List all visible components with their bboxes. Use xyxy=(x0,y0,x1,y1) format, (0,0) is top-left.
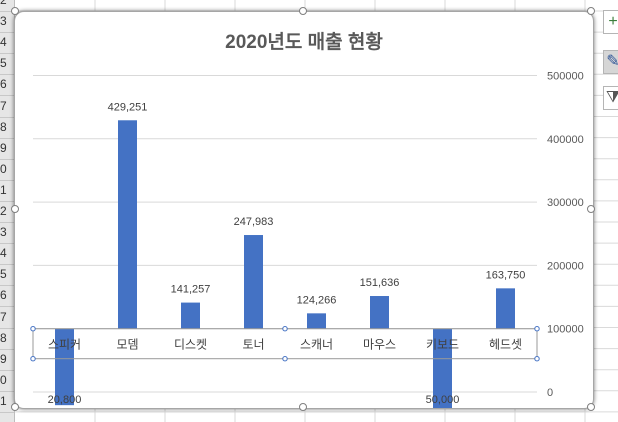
data-label: 151,636 xyxy=(360,277,400,289)
chart-styles-button[interactable]: ✎ xyxy=(603,50,618,74)
data-label: 429,251 xyxy=(108,101,148,113)
row-header[interactable]: 0 xyxy=(0,370,14,392)
chart-resize-handle-bottom[interactable] xyxy=(299,403,307,411)
bar[interactable] xyxy=(496,288,515,329)
bar[interactable] xyxy=(370,296,389,329)
bar[interactable] xyxy=(244,235,263,329)
x-tick-label: 헤드셋 xyxy=(489,338,522,352)
data-label: 141,257 xyxy=(171,284,211,296)
row-header[interactable]: 7 xyxy=(0,96,14,118)
row-header[interactable]: 5 xyxy=(0,53,14,76)
chart-title[interactable]: 2020년도 매출 현황 xyxy=(225,30,383,53)
row-header[interactable]: 9 xyxy=(0,138,14,160)
x-tick-label: 디스켓 xyxy=(174,338,207,352)
y-tick-label: 300000 xyxy=(547,197,584,209)
filter-icon: ⧩ xyxy=(605,89,618,106)
row-header[interactable]: 1 xyxy=(0,180,14,202)
x-tick-label: 모뎀 xyxy=(116,338,138,352)
data-label: 50,000 xyxy=(426,394,460,406)
bar[interactable] xyxy=(181,302,200,329)
row-header[interactable]: 8 xyxy=(0,117,14,139)
chart-resize-handle-top-right[interactable] xyxy=(587,7,595,15)
x-tick-label: 스피커 xyxy=(48,338,81,352)
brush-icon: ✎ xyxy=(606,53,618,70)
data-label: 20,800 xyxy=(48,394,82,406)
axis-selection-handle[interactable] xyxy=(534,356,540,362)
row-header[interactable]: 4 xyxy=(0,243,14,266)
x-tick-label: 토너 xyxy=(242,338,264,352)
row-header[interactable]: 7 xyxy=(0,307,14,329)
row-header[interactable]: 2 xyxy=(0,201,14,223)
axis-selection-handle[interactable] xyxy=(282,356,288,362)
axis-selection-handle[interactable] xyxy=(30,326,36,332)
chart-resize-handle-left[interactable] xyxy=(11,205,19,213)
bar[interactable] xyxy=(307,313,326,329)
row-header[interactable]: 6 xyxy=(0,74,14,97)
y-tick-label: 200000 xyxy=(547,260,584,272)
data-label: 124,266 xyxy=(297,294,337,306)
y-tick-label: 0 xyxy=(547,387,553,399)
row-header[interactable]: 8 xyxy=(0,328,14,350)
chart-resize-handle-bottom-left[interactable] xyxy=(11,403,19,411)
bar[interactable] xyxy=(118,120,137,329)
row-header[interactable]: 3 xyxy=(0,11,14,34)
data-label: 163,750 xyxy=(486,269,526,281)
data-label: 247,983 xyxy=(234,216,274,228)
bar[interactable] xyxy=(55,328,74,406)
category-axis[interactable] xyxy=(32,328,538,360)
y-tick-label: 400000 xyxy=(547,134,584,146)
chart-elements-button[interactable]: + xyxy=(603,10,618,34)
y-tick-label: 500000 xyxy=(547,71,584,83)
row-header[interactable]: 5 xyxy=(0,264,14,287)
chart-resize-handle-bottom-right[interactable] xyxy=(587,403,595,411)
y-tick-label: 100000 xyxy=(547,324,584,336)
chart-resize-handle-top[interactable] xyxy=(299,7,307,15)
row-header[interactable]: 6 xyxy=(0,285,14,308)
axis-selection-handle[interactable] xyxy=(534,326,540,332)
chart-resize-handle-top-left[interactable] xyxy=(11,7,19,15)
bar[interactable] xyxy=(433,328,452,422)
row-header[interactable]: 3 xyxy=(0,222,14,245)
chart-filters-button[interactable]: ⧩ xyxy=(603,86,618,110)
axis-selection-handle[interactable] xyxy=(282,326,288,332)
row-header[interactable]: 4 xyxy=(0,32,14,55)
chart-area[interactable]: 2020년도 매출 현황 0 100000 200000 300000 400000 500… xyxy=(14,11,594,422)
axis-selection-handle[interactable] xyxy=(30,356,36,362)
x-tick-label: 마우스 xyxy=(363,338,396,352)
bar-chart[interactable]: 2020년도 매출 현황 0 100000 200000 300000 400000 500… xyxy=(15,12,593,422)
plus-icon: + xyxy=(608,13,618,30)
chart-resize-handle-right[interactable] xyxy=(587,205,595,213)
x-tick-label: 키보드 xyxy=(426,338,459,352)
row-header[interactable]: 2 xyxy=(0,0,14,12)
row-header[interactable]: 0 xyxy=(0,159,14,181)
x-tick-label: 스캐너 xyxy=(300,338,333,352)
row-header[interactable]: 9 xyxy=(0,349,14,371)
row-header[interactable]: 1 xyxy=(0,391,14,413)
